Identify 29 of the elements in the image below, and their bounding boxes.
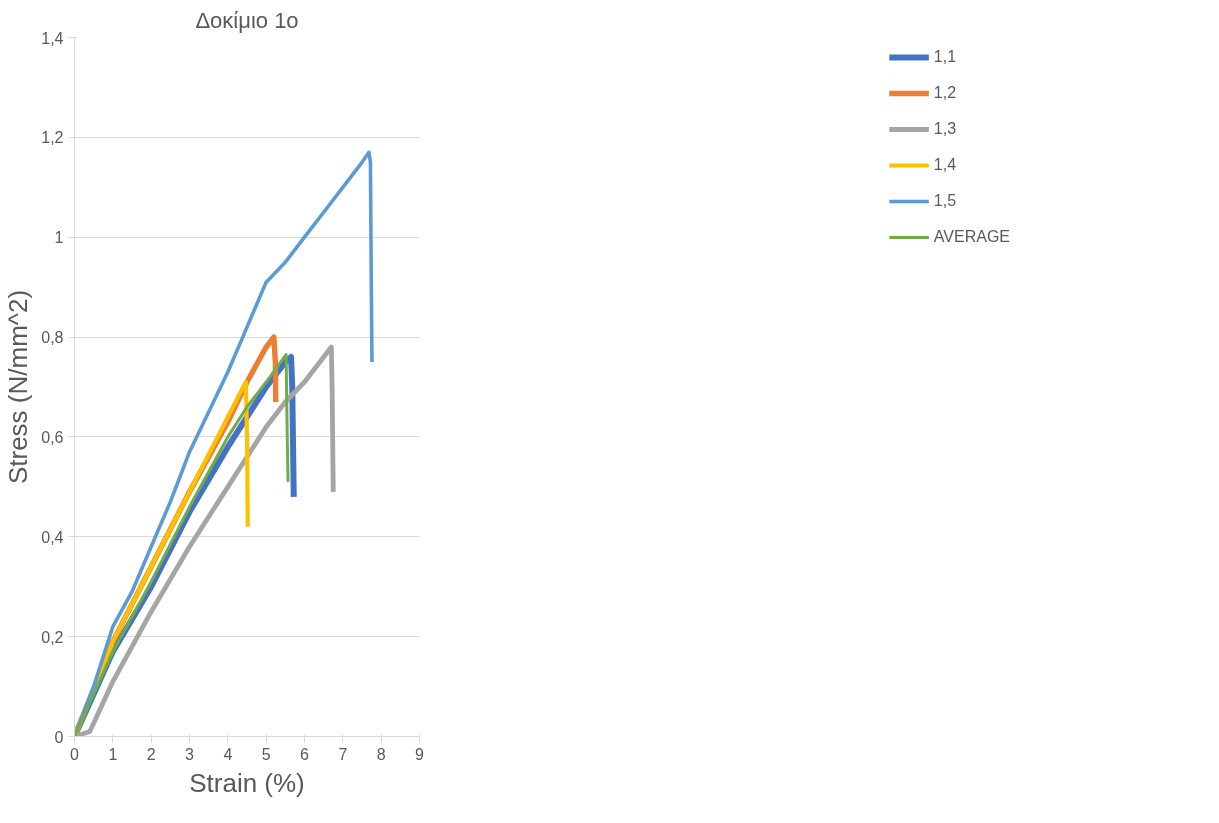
y-tick-label: 0,8 <box>41 329 64 347</box>
x-tick-label: 4 <box>223 745 233 763</box>
legend-label: 1,2 <box>933 84 957 102</box>
x-tick-label: 8 <box>376 745 386 763</box>
line-series <box>74 150 374 737</box>
x-tick-label: 6 <box>300 745 310 763</box>
x-tick-label: 7 <box>338 745 348 763</box>
y-tick-label: 0,4 <box>41 528 64 546</box>
legend-label: AVERAGE <box>933 228 1010 246</box>
chart-title: Δοκίμιο 1ο <box>195 7 299 33</box>
y-tick-label: 0,2 <box>41 628 64 646</box>
line-series <box>74 344 336 737</box>
x-tick-label: 5 <box>261 745 271 763</box>
y-tick-label: 1,4 <box>41 29 64 47</box>
x-tick-label: 0 <box>70 745 80 763</box>
x-tick-label: 2 <box>146 745 156 763</box>
y-tick-label: 0 <box>54 728 64 746</box>
y-tick-label: 1 <box>54 229 64 247</box>
y-tick-label: 0,6 <box>41 428 64 446</box>
x-tick-label: 9 <box>415 745 425 763</box>
legend-label: 1,4 <box>933 156 957 174</box>
x-tick-label: 3 <box>185 745 195 763</box>
x-axis-title: Strain (%) <box>189 767 305 798</box>
legend-label: 1,3 <box>933 120 957 138</box>
legend-label: 1,1 <box>933 48 957 66</box>
y-tick-label: 1,2 <box>41 129 64 147</box>
y-axis-title: Stress (N/mm^2) <box>3 289 34 485</box>
legend-label: 1,5 <box>933 192 957 210</box>
x-tick-label: 1 <box>108 745 118 763</box>
